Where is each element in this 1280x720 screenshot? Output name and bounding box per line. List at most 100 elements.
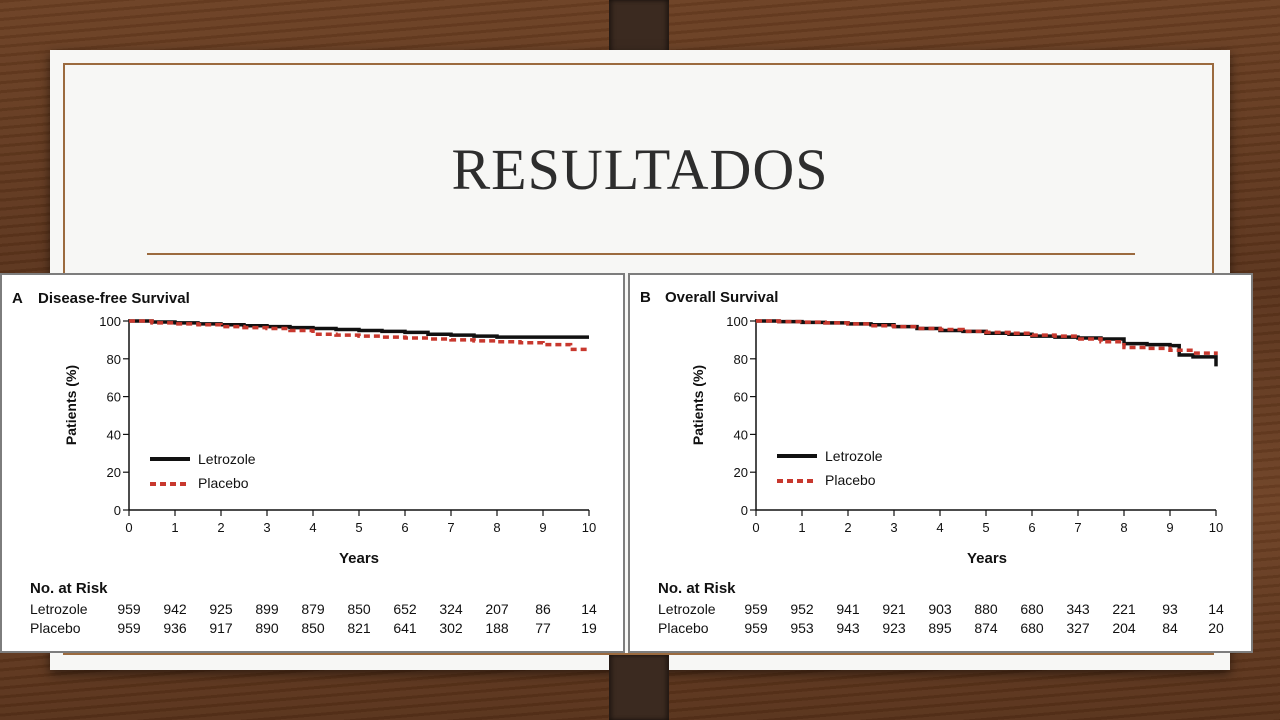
x-tick-label: 6 [401,520,408,535]
risk-value: 959 [744,601,768,617]
risk-value: 680 [1020,601,1044,617]
x-tick-label: 7 [1074,520,1081,535]
risk-value: 850 [347,601,371,617]
risk-value: 14 [1208,601,1224,617]
legend: Letrozole Placebo [150,451,256,491]
y-tick-label: 80 [734,352,748,367]
x-tick-label: 10 [582,520,596,535]
risk-value: 324 [439,601,463,617]
chart-title: Disease-free Survival [38,290,190,307]
x-tick-label: 9 [539,520,546,535]
y-tick-label: 100 [99,314,121,329]
x-tick-label: 4 [936,520,943,535]
risk-value: 941 [836,601,860,617]
x-tick-label: 10 [1209,520,1223,535]
slide-title: RESULTADOS [451,137,829,202]
risk-value: 925 [209,601,233,617]
x-tick-label: 3 [263,520,270,535]
x-axis-label: Years [339,550,379,567]
risk-value: 86 [535,601,551,617]
risk-value: 343 [1066,601,1090,617]
x-tick-label: 0 [125,520,132,535]
axes: 0 20 40 60 80 100 0 1 2 3 4 5 6 7 8 9 10 [726,314,1223,535]
overall-survival-panel: B Overall Survival Patients (%) Years 0 2… [628,273,1253,653]
legend: Letrozole Placebo [777,448,883,488]
y-tick-label: 80 [107,352,121,367]
risk-value: 188 [485,620,509,636]
plot-area [129,319,589,352]
risk-value: 652 [393,601,417,617]
risk-value: 680 [1020,620,1044,636]
risk-row-label: Placebo [658,620,709,636]
y-axis-label: Patients (%) [63,365,79,445]
disease-free-survival-panel: A Disease-free Survival Patients (%) Yea… [0,273,625,653]
y-tick-label: 60 [734,390,748,405]
x-tick-label: 9 [1166,520,1173,535]
risk-table: Letrozole 959 952 941 921 903 880 680 343 221 93 14… [658,601,1224,636]
x-tick-label: 5 [355,520,362,535]
x-tick-label: 0 [752,520,759,535]
x-tick-label: 4 [309,520,316,535]
risk-value: 221 [1112,601,1136,617]
y-tick-label: 0 [114,503,121,518]
risk-table-heading: No. at Risk [658,580,736,597]
risk-value: 879 [301,601,325,617]
risk-value: 959 [117,620,141,636]
legend-label-placebo: Placebo [825,472,876,488]
risk-value: 19 [581,620,597,636]
risk-value: 20 [1208,620,1224,636]
panel-letter: A [12,290,23,307]
disease-free-survival-chart: A Disease-free Survival Patients (%) Yea… [12,290,597,636]
y-tick-label: 0 [741,503,748,518]
chart-title: Overall Survival [665,289,778,306]
y-axis-label: Patients (%) [690,365,706,445]
risk-value: 890 [255,620,279,636]
risk-value: 204 [1112,620,1136,636]
risk-value: 895 [928,620,952,636]
series-line-placebo [129,319,589,352]
x-axis-label: Years [967,550,1007,567]
axes: 0 20 40 60 80 100 0 1 2 3 4 5 6 7 8 9 10 [99,314,596,535]
legend-label-placebo: Placebo [198,475,249,491]
x-tick-label: 8 [1120,520,1127,535]
x-tick-label: 7 [447,520,454,535]
overall-survival-chart: B Overall Survival Patients (%) Years 0 2… [640,289,1224,636]
risk-value: 899 [255,601,279,617]
panel-letter: B [640,289,651,306]
legend-label-letrozole: Letrozole [198,451,256,467]
legend-label-letrozole: Letrozole [825,448,883,464]
x-tick-label: 1 [798,520,805,535]
risk-value: 207 [485,601,509,617]
y-tick-label: 60 [107,390,121,405]
risk-value: 880 [974,601,998,617]
risk-value: 84 [1162,620,1178,636]
risk-row-label: Placebo [30,620,81,636]
risk-value: 953 [790,620,814,636]
risk-value: 917 [209,620,233,636]
risk-value: 942 [163,601,187,617]
risk-value: 93 [1162,601,1178,617]
risk-value: 952 [790,601,814,617]
risk-value: 936 [163,620,187,636]
x-tick-label: 3 [890,520,897,535]
risk-value: 923 [882,620,906,636]
y-tick-label: 40 [107,427,121,442]
risk-value: 327 [1066,620,1090,636]
risk-table: Letrozole 959 942 925 899 879 850 652 324 207 86 14… [30,601,597,636]
risk-value: 77 [535,620,551,636]
plot-area [756,319,1218,367]
risk-value: 943 [836,620,860,636]
title-divider [147,253,1135,255]
risk-row-label: Letrozole [658,601,716,617]
y-tick-label: 40 [734,427,748,442]
x-tick-label: 2 [217,520,224,535]
series-line-placebo [756,319,1218,356]
risk-value: 14 [581,601,597,617]
risk-value: 641 [393,620,417,636]
risk-value: 850 [301,620,325,636]
risk-value: 959 [744,620,768,636]
x-tick-label: 6 [1028,520,1035,535]
y-tick-label: 100 [726,314,748,329]
risk-value: 874 [974,620,998,636]
y-tick-label: 20 [107,465,121,480]
